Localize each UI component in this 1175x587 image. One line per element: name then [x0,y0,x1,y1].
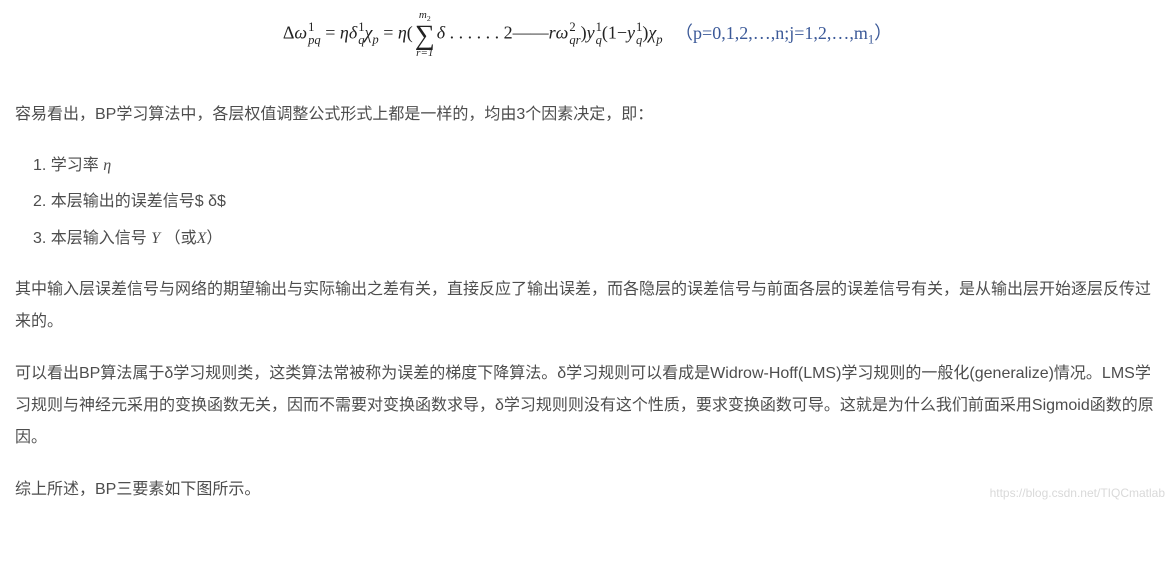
factor-list: 学习率 η 本层输出的误差信号$ δ$ 本层输入信号 Y （或X） [33,151,1160,254]
eq-eta2: η [398,23,407,43]
summation: m2∑r=1 [415,10,435,59]
eq-y2: y [627,23,635,43]
paragraph-error-signal: 其中输入层误差信号与网络的期望输出与实际输出之差有关，直接反应了输出误差，而各隐… [15,274,1160,338]
eq-middle: . . . . . . 2—— [445,23,549,43]
eq-lp: (1− [602,23,627,43]
eq-delta2: δ [437,23,445,43]
eq-eq2: = [379,23,398,43]
li3-c: （或 [160,230,196,247]
li1-text: 学习率 [51,157,103,174]
eq-link-text: （p=0,1,2,…,n;j=1,2,…,m [675,23,868,43]
eq-y1: y [587,23,595,43]
eq-link-close: ） [874,23,892,43]
li3-a: 本层输入信号 [51,230,151,247]
li3-d: X [197,230,207,247]
sum-bot: r=1 [415,48,435,59]
watermark-text: https://blog.csdn.net/TIQCmatlab [990,486,1165,500]
paragraph-delta-rule: 可以看出BP算法属于δ学习规则类，这类算法常被称为误差的梯度下降算法。δ学习规则… [15,358,1160,454]
eq-delta: Δ [283,23,295,43]
li3-e: ） [206,230,222,247]
eq-omega2: ω [556,23,569,43]
equation-main: Δω1pq = ηδ1qχp = η(m2∑r=1δ . . . . . . 2… [283,10,663,59]
eq-r: r [549,23,556,43]
li3-b: Y [151,230,160,247]
eq-eq1: = [321,23,340,43]
eq-delta1: δ [349,23,357,43]
list-item: 本层输出的误差信号$ δ$ [33,187,1160,217]
equation-display: Δω1pq = ηδ1qχp = η(m2∑r=1δ . . . . . . 2… [15,0,1160,79]
li1-symbol: η [103,157,111,174]
paragraph-intro: 容易看出，BP学习算法中，各层权值调整公式形式上都是一样的，均由3个因素决定，即… [15,99,1160,131]
eq-eta1: η [340,23,349,43]
equation-range-link[interactable]: （p=0,1,2,…,n;j=1,2,…,m1） [675,23,892,43]
paragraph-summary: 综上所述，BP三要素如下图所示。 [15,474,1160,506]
list-item: 本层输入信号 Y （或X） [33,224,1160,254]
eq-omega: ω [294,23,307,43]
list-item: 学习率 η [33,151,1160,181]
